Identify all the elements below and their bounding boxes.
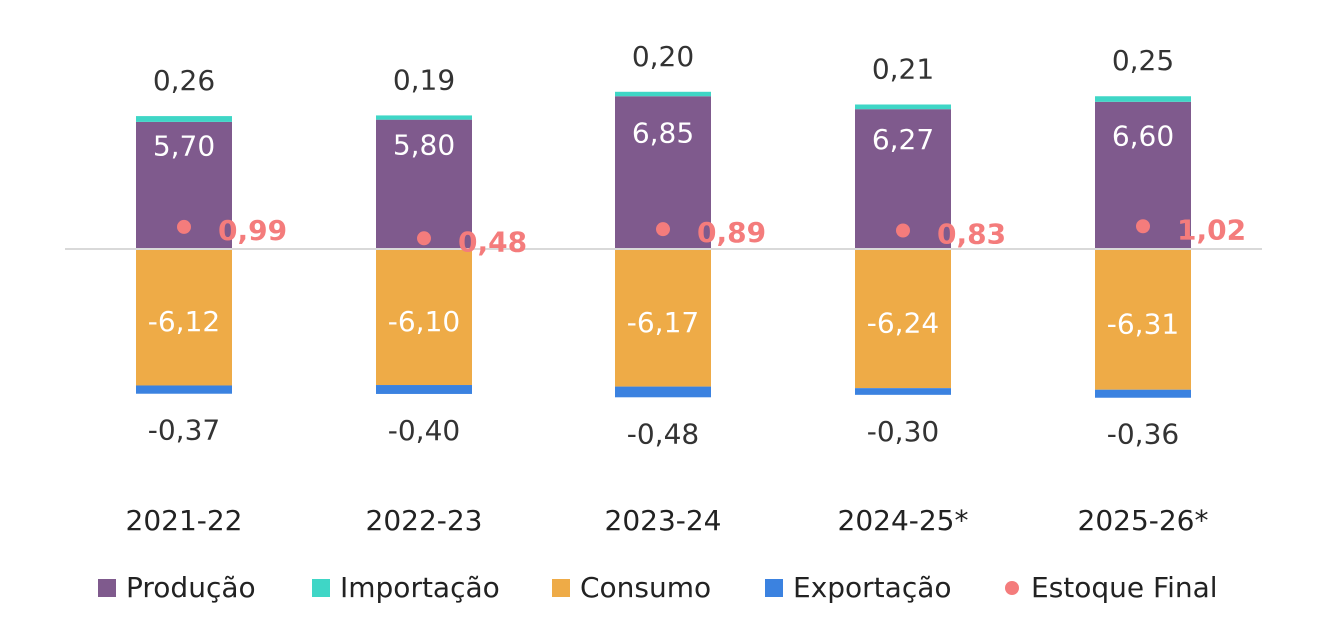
label-consumo-1: -6,10	[388, 305, 460, 338]
label-consumo-2: -6,17	[627, 306, 699, 339]
bar-exportacao-1	[376, 385, 472, 394]
category-label-0: 2021-22	[126, 504, 243, 537]
label-producao-4: 6,60	[1112, 119, 1174, 152]
bar-importacao-1	[376, 115, 472, 120]
bar-consumo-1	[376, 249, 472, 386]
bar-exportacao-4	[1095, 389, 1191, 398]
point-estoque-final-2	[656, 222, 670, 237]
legend-label-3: Exportação	[793, 571, 952, 604]
category-label-1: 2022-23	[366, 504, 483, 537]
label-consumo-3: -6,24	[867, 307, 939, 340]
legend-label-2: Consumo	[580, 571, 711, 604]
label-importacao-1: 0,19	[393, 63, 455, 96]
bar-exportacao-0	[136, 385, 232, 394]
point-estoque-final-4	[1136, 219, 1150, 234]
legend-swatch-1	[312, 579, 330, 597]
legend-label-4: Estoque Final	[1031, 571, 1218, 604]
legend-swatch-0	[98, 579, 116, 597]
bar-producao-1	[376, 119, 472, 249]
legend-label-0: Produção	[126, 571, 256, 604]
label-exportacao-0: -0,37	[148, 414, 220, 447]
bar-importacao-3	[855, 104, 951, 110]
bar-exportacao-3	[855, 388, 951, 395]
label-producao-3: 6,27	[872, 123, 934, 156]
label-exportacao-4: -0,36	[1107, 418, 1179, 451]
bar-consumo-4	[1095, 249, 1191, 390]
category-labels-layer: 2021-22 2022-23 2023-24 2024-25* 2025-26*	[126, 504, 1209, 537]
bar-importacao-4	[1095, 96, 1191, 102]
label-exportacao-2: -0,48	[627, 417, 699, 450]
bar-importacao-2	[615, 91, 711, 97]
bar-consumo-2	[615, 249, 711, 387]
label-producao-0: 5,70	[153, 129, 215, 162]
label-importacao-3: 0,21	[872, 52, 934, 85]
legend-swatch-2	[552, 579, 570, 597]
point-estoque-final-1	[417, 231, 431, 246]
bar-exportacao-2	[615, 386, 711, 398]
bars-layer	[136, 91, 1191, 398]
point-estoque-final-3	[896, 223, 910, 238]
label-importacao-0: 0,26	[153, 64, 215, 97]
data-labels-layer: 5,70 0,26 -6,12 -0,37 0,99 5,80 0,19 -6,10 -0,40…	[148, 40, 1246, 451]
label-consumo-0: -6,12	[148, 305, 220, 338]
bar-consumo-3	[855, 249, 951, 389]
points-layer	[177, 219, 1150, 246]
legend: Produção Importação Consumo Exportação Estoq…	[98, 571, 1218, 604]
bar-consumo-0	[136, 249, 232, 386]
label-exportacao-3: -0,30	[867, 415, 939, 448]
legend-swatch-4	[1005, 581, 1019, 595]
category-label-4: 2025-26*	[1078, 504, 1209, 537]
label-producao-2: 6,85	[632, 117, 694, 150]
bar-importacao-0	[136, 116, 232, 122]
label-exportacao-1: -0,40	[388, 414, 460, 447]
label-importacao-4: 0,25	[1112, 44, 1174, 77]
label-estoque-final-2: 0,89	[697, 216, 766, 249]
legend-swatch-3	[765, 579, 783, 597]
label-estoque-final-4: 1,02	[1177, 213, 1246, 246]
legend-label-1: Importação	[340, 571, 500, 604]
label-consumo-4: -6,31	[1107, 307, 1179, 340]
label-estoque-final-0: 0,99	[218, 214, 287, 247]
category-label-3: 2024-25*	[838, 504, 969, 537]
label-estoque-final-3: 0,83	[937, 217, 1006, 250]
category-label-2: 2023-24	[605, 504, 722, 537]
label-importacao-2: 0,20	[632, 40, 694, 73]
label-producao-1: 5,80	[393, 128, 455, 161]
point-estoque-final-0	[177, 219, 191, 234]
label-estoque-final-1: 0,48	[458, 225, 527, 258]
